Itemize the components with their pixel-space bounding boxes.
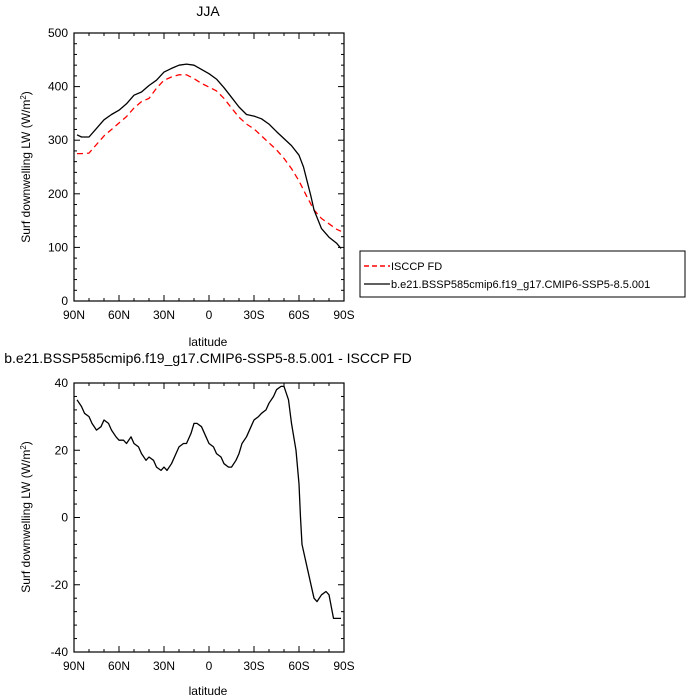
chart-bottom-ylabel-main: Surf downwelling LW (W/m bbox=[19, 450, 33, 593]
chart-top-ytick-label: 500 bbox=[48, 26, 68, 40]
chart-top-ylabel-close: ) bbox=[19, 91, 33, 95]
chart-top-xtick-label: 90N bbox=[63, 308, 85, 322]
chart-bottom-title: b.e21.BSSP585cmip6.f19_g17.CMIP6-SSP5-8.… bbox=[4, 350, 412, 366]
chart-bottom-ytick-label: 20 bbox=[55, 443, 69, 457]
legend: ISCCP FD b.e21.BSSP585cmip6.f19_g17.CMIP… bbox=[359, 250, 686, 298]
chart-bottom-xtick-label: 60S bbox=[288, 659, 309, 673]
chart-top-ylabel-main: Surf downwelling LW (W/m bbox=[19, 100, 33, 243]
chart-top-ticks: 90N 60N 30N 0 30S 60S 90S 0 100 200 300 400 500 bbox=[48, 26, 355, 322]
chart-top-xtick-label: 30S bbox=[243, 308, 264, 322]
chart-top-series bbox=[76, 63, 342, 249]
chart-top-xtick-label: 90S bbox=[333, 308, 354, 322]
chart-top-ylabel-sup: 2 bbox=[19, 95, 28, 100]
chart-top-series-line-1 bbox=[76, 63, 342, 249]
chart-bottom-ytick-label: 40 bbox=[55, 376, 69, 390]
legend-label-isccp: ISCCP FD bbox=[391, 261, 442, 273]
chart-top-xtick-label: 60N bbox=[108, 308, 130, 322]
legend-label-model: b.e21.BSSP585cmip6.f19_g17.CMIP6-SSP5-8.… bbox=[391, 279, 650, 291]
chart-bottom: b.e21.BSSP585cmip6.f19_g17.CMIP6-SSP5-8.… bbox=[4, 350, 412, 698]
chart-bottom-ylabel-close: ) bbox=[19, 441, 33, 445]
chart-bottom-ticks: 90N 60N 30N 0 30S 60S 90S -40 -20 0 20 40 bbox=[51, 376, 355, 673]
chart-top-xtick-label: 30N bbox=[153, 308, 175, 322]
chart-top-ytick-label: 300 bbox=[48, 133, 68, 147]
chart-bottom-xtick-label: 90N bbox=[63, 659, 85, 673]
chart-top-title: JJA bbox=[196, 3, 220, 19]
chart-bottom-series bbox=[76, 385, 341, 620]
chart-top-xlabel: latitude bbox=[189, 335, 228, 349]
chart-top-ytick-label: 0 bbox=[61, 294, 68, 308]
chart-bottom-ylabel-sup: 2 bbox=[19, 445, 28, 450]
chart-bottom-xlabel: latitude bbox=[189, 684, 228, 698]
chart-top-ytick-label: 400 bbox=[48, 80, 68, 94]
chart-bottom-ytick-label: -20 bbox=[51, 578, 69, 592]
chart-bottom-xtick-label: 0 bbox=[206, 659, 213, 673]
chart-bottom-ytick-label: -40 bbox=[51, 645, 69, 659]
chart-bottom-xtick-label: 30S bbox=[243, 659, 264, 673]
chart-bottom-xtick-label: 90S bbox=[333, 659, 354, 673]
chart-top: JJA 90N 60N 30N 0 30S 60S 90S0100200300400500 … bbox=[19, 3, 355, 349]
chart-bottom-xtick-label: 60N bbox=[108, 659, 130, 673]
chart-top-ytick-label: 100 bbox=[48, 240, 68, 254]
chart-top-xtick-label: 60S bbox=[288, 308, 309, 322]
chart-bottom-series-line-0 bbox=[76, 385, 341, 620]
chart-bottom-ylabel: Surf downwelling LW (W/m2) bbox=[19, 441, 34, 593]
chart-bottom-plot-frame bbox=[73, 382, 345, 653]
chart-top-series-line-0 bbox=[77, 74, 342, 232]
chart-top-ytick-label: 200 bbox=[48, 187, 68, 201]
chart-bottom-ytick-label: 0 bbox=[61, 511, 68, 525]
chart-top-xtick-label: 0 bbox=[206, 308, 213, 322]
chart-bottom-xtick-label: 30N bbox=[153, 659, 175, 673]
legend-box bbox=[359, 250, 686, 298]
chart-top-ylabel: Surf downwelling LW (W/m2) bbox=[19, 91, 34, 243]
